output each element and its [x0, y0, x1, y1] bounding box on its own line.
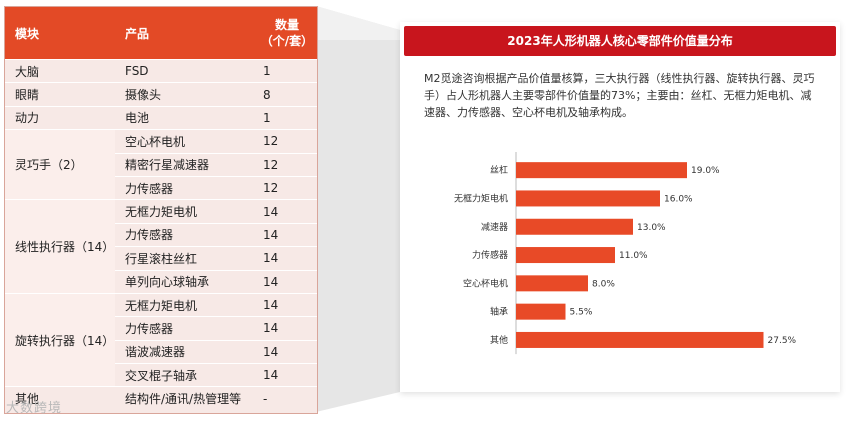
- cell-module-group: 旋转执行器（14）: [5, 292, 115, 387]
- cell-qty: 12: [257, 152, 317, 177]
- header-quantity-line1: 数量: [274, 18, 299, 32]
- cell-module: 动力: [5, 105, 115, 130]
- bar: [516, 331, 764, 348]
- chart-title: 2023年人形机器人核心零部件价值量分布: [404, 26, 836, 56]
- category-label: 丝杠: [490, 164, 508, 176]
- cell-product: 结构件/通讯/热管理等: [115, 386, 257, 410]
- cell-qty: -: [257, 386, 317, 410]
- table-row: 旋转执行器（14） 无框力矩电机 14: [5, 292, 317, 387]
- bar: [516, 218, 633, 235]
- cell-product: 电池: [115, 105, 257, 130]
- cell-product: 交叉棍子轴承: [115, 363, 257, 387]
- table-row: 线性执行器（14） 无框力矩电机 14: [5, 199, 317, 294]
- header-product: 产品: [115, 7, 257, 60]
- category-label: 力传感器: [472, 249, 508, 261]
- cell-qty: 14: [257, 269, 317, 294]
- cell-qty: 8: [257, 82, 317, 107]
- cell-product: 力传感器: [115, 222, 257, 247]
- table-row: 力传感器 12: [5, 175, 317, 200]
- cell-module-group: 线性执行器（14）: [5, 199, 115, 294]
- table-row: 单列向心球轴承 14: [5, 269, 317, 294]
- cell-module: 眼睛: [5, 82, 115, 107]
- table-row: 行星滚柱丝杠 14: [5, 246, 317, 271]
- cell-qty: 14: [257, 363, 317, 387]
- value-label: 16.0%: [664, 194, 693, 204]
- watermark-logo: 大数跨境: [6, 401, 63, 416]
- header-quantity-line2: （个/套）: [260, 34, 314, 48]
- table-row: 其他 结构件/通讯/热管理等 -: [5, 386, 317, 410]
- component-table: 模块 产品 数量 （个/套） 大脑 FSD 1 眼睛 摄像头 8 动力 电池: [4, 6, 318, 414]
- cell-qty: 14: [257, 316, 317, 341]
- cell-product: 力传感器: [115, 175, 257, 200]
- bar: [516, 275, 588, 292]
- category-label: 减速器: [481, 221, 508, 233]
- bar: [516, 247, 615, 264]
- cell-qty: 1: [257, 105, 317, 130]
- cell-qty: 14: [257, 222, 317, 247]
- value-label: 13.0%: [637, 223, 666, 233]
- table-row: 大脑 FSD 1: [5, 58, 317, 83]
- header-quantity: 数量 （个/套）: [257, 7, 317, 60]
- table-row: 精密行星减速器 12: [5, 152, 317, 177]
- chart-card: 2023年人形机器人核心零部件价值量分布 M2觅途咨询根据产品价值量核算，三大执…: [400, 22, 840, 392]
- cell-qty: 14: [257, 339, 317, 364]
- cell-qty: 12: [257, 129, 317, 154]
- cell-qty: 12: [257, 175, 317, 200]
- table-header-row: 模块 产品 数量 （个/套）: [5, 7, 317, 60]
- cell-product: 无框力矩电机: [115, 292, 257, 317]
- table-row: 力传感器 14: [5, 222, 317, 247]
- category-label: 其他: [490, 334, 508, 346]
- cell-product: 摄像头: [115, 82, 257, 107]
- cell-module-group: 灵巧手（2）: [5, 129, 115, 200]
- cell-qty: 1: [257, 58, 317, 83]
- table-row: 眼睛 摄像头 8: [5, 82, 317, 107]
- cell-product: 力传感器: [115, 316, 257, 341]
- cell-product: 单列向心球轴承: [115, 269, 257, 294]
- cell-product: 行星滚柱丝杠: [115, 246, 257, 271]
- cell-qty: 14: [257, 292, 317, 317]
- value-label: 5.5%: [570, 308, 593, 318]
- value-label: 27.5%: [768, 336, 797, 346]
- cell-module: 其他: [5, 386, 115, 410]
- cell-product: 精密行星减速器: [115, 152, 257, 177]
- cell-qty: 14: [257, 246, 317, 271]
- table-row: 动力 电池 1: [5, 105, 317, 130]
- category-label: 轴承: [490, 306, 508, 318]
- cell-qty: 14: [257, 199, 317, 224]
- bar-chart: 丝杠 19.0% 无框力矩电机 16.0% 减速器 13.0% 力传感器 11.0% 空心杯电机…: [454, 152, 797, 355]
- bar: [516, 190, 660, 207]
- category-label: 空心杯电机: [463, 277, 508, 289]
- cell-product: FSD: [115, 58, 257, 83]
- category-label: 无框力矩电机: [454, 192, 508, 204]
- table-row: 灵巧手（2） 空心杯电机 12: [5, 129, 317, 200]
- cell-product: 空心杯电机: [115, 129, 257, 154]
- cell-module: 大脑: [5, 58, 115, 83]
- chart-description: M2觅途咨询根据产品价值量核算，三大执行器（线性执行器、旋转执行器、灵巧手）占人…: [424, 72, 815, 119]
- component-table-grid: 模块 产品 数量 （个/套） 大脑 FSD 1 眼睛 摄像头 8 动力 电池: [5, 7, 317, 410]
- bar: [516, 303, 566, 320]
- bar: [516, 162, 687, 179]
- cell-product: 谐波减速器: [115, 339, 257, 364]
- table-row: 力传感器 14: [5, 316, 317, 341]
- cell-product: 无框力矩电机: [115, 199, 257, 224]
- header-module: 模块: [5, 7, 115, 60]
- value-label: 8.0%: [592, 279, 615, 289]
- table-row: 谐波减速器 14: [5, 339, 317, 364]
- value-label: 11.0%: [619, 251, 648, 261]
- table-row: 交叉棍子轴承 14: [5, 363, 317, 387]
- value-label: 19.0%: [691, 166, 720, 176]
